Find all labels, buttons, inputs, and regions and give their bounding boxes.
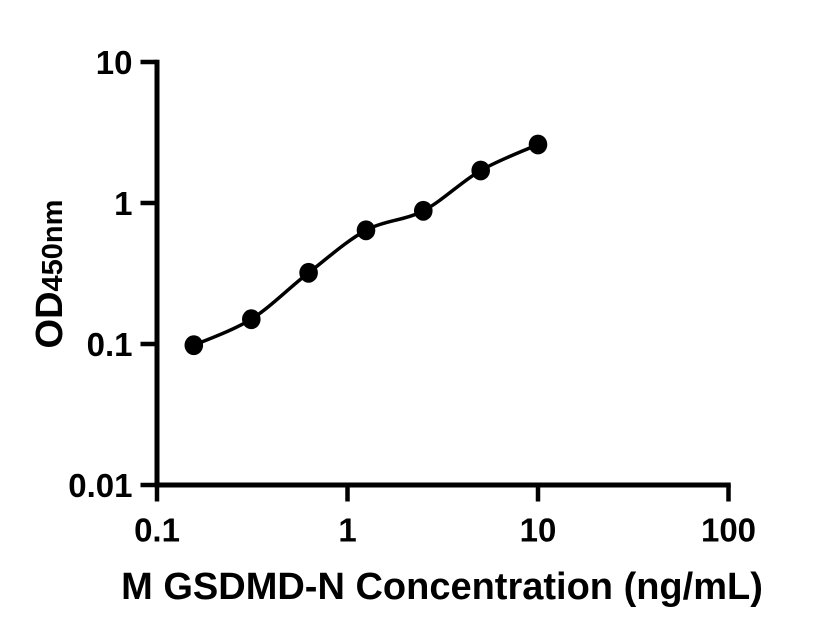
data-point (356, 220, 376, 241)
data-point (184, 335, 204, 356)
y-tick-label: 1 (114, 185, 132, 222)
y-tick-label: 0.1 (87, 326, 133, 363)
data-point (471, 160, 491, 181)
y-tick-label: 10 (96, 44, 133, 81)
y-tick-label: 0.01 (68, 467, 132, 504)
y-axis-title-subscript: 450nm (37, 200, 69, 292)
x-tick-label: 0.1 (134, 512, 180, 549)
y-axis-title: OD450nm (29, 200, 71, 349)
axes (154, 59, 731, 488)
data-points-layer (184, 134, 548, 356)
data-point (242, 309, 261, 330)
x-tick-label: 100 (701, 512, 756, 549)
x-axis-title: M GSDMD-N Concentration (ng/mL) (121, 566, 763, 608)
x-tick-label: 10 (520, 512, 557, 549)
y-axis-title-main: OD (29, 291, 71, 348)
data-point (299, 262, 318, 283)
data-point (528, 134, 548, 155)
axis-ticks (140, 59, 731, 502)
x-tick-label: 1 (338, 512, 356, 549)
data-point (414, 200, 433, 221)
